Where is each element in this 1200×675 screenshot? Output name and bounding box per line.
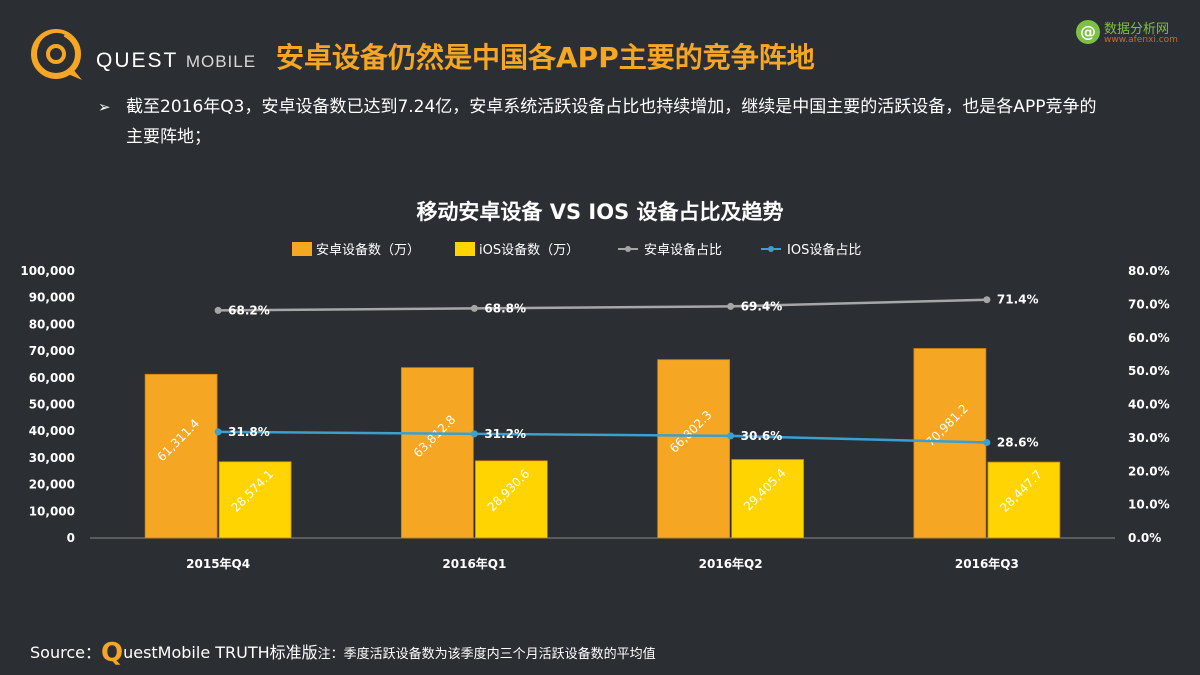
y-left-tick-label: 60,000	[29, 371, 75, 385]
series-line	[218, 298, 987, 312]
brand-name: QUEST MOBILE	[96, 49, 256, 73]
y-left-tick-label: 10,000	[29, 504, 75, 518]
line-point	[983, 296, 991, 304]
watermark-at-icon: @	[1076, 20, 1100, 44]
line-point	[470, 304, 478, 312]
chart-title: 移动安卓设备 VS IOS 设备占比及趋势	[416, 200, 784, 224]
line-value-label: 69.4%	[741, 299, 783, 313]
bar	[400, 367, 474, 539]
y-right-tick-label: 70.0%	[1128, 297, 1170, 311]
line-value-label: 28.6%	[997, 436, 1039, 450]
line-point	[727, 432, 735, 440]
y-left-tick-label: 100,000	[20, 264, 75, 278]
source-label: Source：	[30, 643, 101, 662]
line-point	[214, 428, 222, 436]
y-left-tick-label: 80,000	[29, 317, 75, 331]
y-right-tick-label: 80.0%	[1128, 264, 1170, 278]
watermark-url: www.afenxi.com	[1104, 35, 1178, 45]
legend-label: 安卓设备数（万）	[316, 242, 420, 258]
line-value-label: 31.8%	[228, 425, 270, 439]
line-point	[470, 430, 478, 438]
line-value-label: 71.4%	[997, 293, 1039, 307]
watermark: @ 数据分析网 www.afenxi.com	[1076, 18, 1186, 48]
page-title: 安卓设备仍然是中国各APP主要的竞争阵地	[276, 41, 815, 74]
y-left-tick-label: 70,000	[29, 344, 75, 358]
y-right-tick-label: 30.0%	[1128, 431, 1170, 445]
bullet-arrow-icon: ➢	[98, 98, 111, 116]
legend-label: 安卓设备占比	[644, 242, 722, 258]
y-left-tick-label: 40,000	[29, 424, 75, 438]
bullet-point: ➢ 截至2016年Q3，安卓设备数已达到7.24亿，安卓系统活跃设备占比也持续增…	[98, 92, 1098, 152]
brand-sub: MOBILE	[185, 52, 257, 71]
y-right-tick-label: 10.0%	[1128, 498, 1170, 512]
legend-marker	[768, 246, 774, 252]
line-value-label: 68.2%	[228, 303, 270, 317]
source-brand: uestMobile TRUTH标准版	[123, 643, 318, 662]
quest-mobile-logo	[31, 29, 82, 80]
y-right-tick-label: 40.0%	[1128, 398, 1170, 412]
y-left-tick-label: 50,000	[29, 398, 75, 412]
x-tick-label: 2016年Q2	[699, 556, 763, 571]
combo-chart: 0 10,000 20,000 30,000 40,000 50,000 60,000 70,…	[20, 242, 1170, 571]
legend-swatch	[292, 242, 312, 256]
brand-main: QUEST	[96, 49, 178, 72]
bar	[474, 460, 548, 539]
source-line: Source：QuestMobile TRUTH标准版注：季度活跃设备数为该季度…	[30, 638, 656, 668]
y-right-tick-label: 60.0%	[1128, 331, 1170, 345]
legend-label: iOS设备数（万）	[479, 242, 579, 258]
line-value-label: 30.6%	[741, 429, 783, 443]
bar	[987, 461, 1061, 539]
line-point	[727, 302, 735, 310]
bar	[657, 359, 731, 539]
y-right-tick-label: 20.0%	[1128, 464, 1170, 478]
line-point	[983, 439, 991, 447]
bullet-text: 截至2016年Q3，安卓设备数已达到7.24亿，安卓系统活跃设备占比也持续增加，…	[126, 97, 1097, 147]
legend-swatch	[455, 242, 475, 256]
y-left-tick-label: 20,000	[29, 478, 75, 492]
bar	[731, 459, 805, 539]
source-note: 注：季度活跃设备数为该季度内三个月活跃设备数的平均值	[317, 647, 656, 662]
line-point	[214, 306, 222, 314]
line-value-label: 31.2%	[484, 427, 526, 441]
bar	[144, 373, 218, 539]
legend-label: IOS设备占比	[787, 242, 861, 258]
x-tick-label: 2016年Q1	[442, 556, 506, 571]
series-line	[218, 430, 987, 444]
bar	[218, 461, 292, 539]
legend-marker	[625, 246, 631, 252]
line-value-label: 68.8%	[484, 301, 526, 315]
watermark-name: 数据分析网	[1104, 22, 1170, 37]
y-left-tick-label: 30,000	[29, 451, 75, 465]
y-right-tick-label: 0.0%	[1128, 531, 1161, 545]
source-q: Q	[100, 638, 124, 668]
y-left-tick-label: 0	[67, 531, 75, 545]
x-tick-label: 2016年Q3	[955, 556, 1019, 571]
x-tick-label: 2015年Q4	[186, 556, 250, 571]
y-right-tick-label: 50.0%	[1128, 364, 1170, 378]
y-left-tick-label: 90,000	[29, 291, 75, 305]
